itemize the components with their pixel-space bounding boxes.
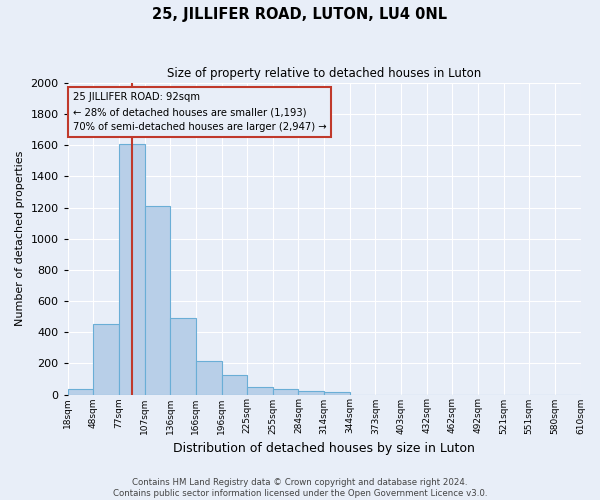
Bar bbox=[196, 361, 221, 394]
Text: 25, JILLIFER ROAD, LUTON, LU4 0NL: 25, JILLIFER ROAD, LUTON, LU4 0NL bbox=[152, 8, 448, 22]
X-axis label: Distribution of detached houses by size in Luton: Distribution of detached houses by size … bbox=[173, 442, 475, 455]
Bar bbox=[221, 375, 247, 394]
Bar bbox=[273, 389, 298, 394]
Bar bbox=[68, 389, 94, 394]
Bar bbox=[170, 318, 196, 394]
Bar bbox=[324, 392, 350, 394]
Text: Contains HM Land Registry data © Crown copyright and database right 2024.
Contai: Contains HM Land Registry data © Crown c… bbox=[113, 478, 487, 498]
Bar bbox=[119, 144, 145, 395]
Bar bbox=[145, 206, 170, 394]
Text: 25 JILLIFER ROAD: 92sqm
← 28% of detached houses are smaller (1,193)
70% of semi: 25 JILLIFER ROAD: 92sqm ← 28% of detache… bbox=[73, 92, 326, 132]
Y-axis label: Number of detached properties: Number of detached properties bbox=[15, 151, 25, 326]
Bar bbox=[94, 324, 119, 394]
Title: Size of property relative to detached houses in Luton: Size of property relative to detached ho… bbox=[167, 68, 481, 80]
Bar bbox=[247, 386, 273, 394]
Bar bbox=[298, 392, 324, 394]
